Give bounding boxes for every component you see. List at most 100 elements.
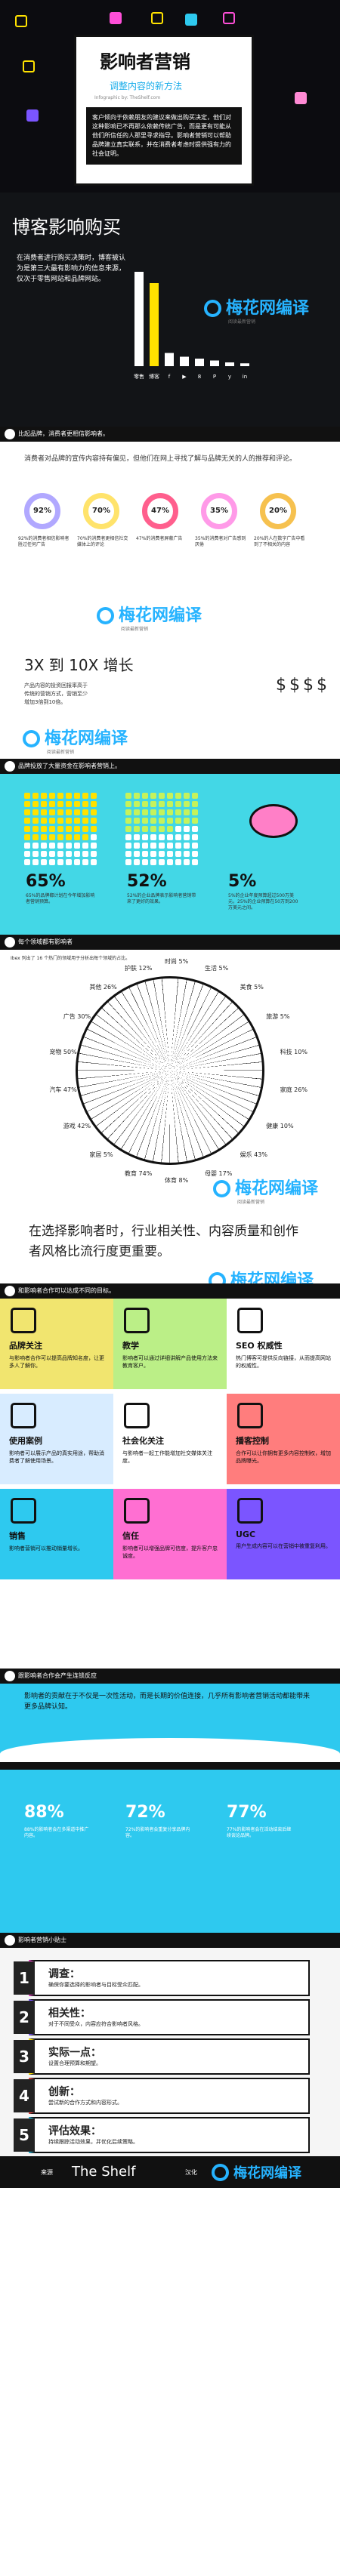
- grid-cell: [66, 851, 72, 857]
- bar-in: [240, 363, 249, 366]
- grid-cell: [150, 801, 156, 807]
- grid-cell: [125, 793, 131, 799]
- grid-cell: [74, 851, 80, 857]
- goal-text: 合作可以让你拥有更多内容控制权，增加品牌曝光。: [236, 1450, 331, 1464]
- bar-label: y: [228, 374, 231, 380]
- grid-cell: [159, 826, 165, 832]
- budget-percent: 65%: [26, 872, 66, 891]
- grid-cell: [125, 859, 131, 865]
- goal-icon: [124, 1403, 150, 1428]
- grid-cell: [24, 826, 30, 832]
- grid-cell: [57, 818, 63, 824]
- grid-cell: [159, 801, 165, 807]
- trust-text: 92%的消费者相信影响者胜过任何广告: [18, 536, 70, 547]
- grid-cell: [159, 834, 165, 840]
- grid-cell: [184, 809, 190, 815]
- grid-cell: [74, 859, 80, 865]
- goal-title: UGC: [236, 1530, 256, 1539]
- grid-cell: [142, 834, 148, 840]
- grid-cell: [167, 834, 173, 840]
- industry-category: 体育 8%: [165, 1177, 189, 1184]
- grid-cell: [32, 843, 39, 849]
- grid-cell: [167, 843, 173, 849]
- grid-cell: [142, 826, 148, 832]
- grid-cell: [24, 851, 30, 857]
- section-band: 每个领域都有影响者: [0, 935, 340, 950]
- grid-cell: [175, 793, 181, 799]
- grid-cell: [159, 809, 165, 815]
- industry-category: 宠物 50%: [49, 1048, 77, 1055]
- piggy-bank-icon: [249, 804, 298, 838]
- goal-title: 使用案例: [9, 1436, 42, 1446]
- bar-博客: [150, 283, 159, 366]
- grid-cell: [57, 851, 63, 857]
- bar-label: P: [213, 374, 216, 380]
- grid-cell: [91, 843, 97, 849]
- grid-cell: [184, 801, 190, 807]
- industry-category: 娱乐 43%: [240, 1151, 267, 1159]
- goal-tile: 使用案例 影响者可以展示产品的真实用途，帮助消费者了解使用场景。: [0, 1394, 113, 1484]
- grid-cell: [41, 843, 47, 849]
- grid-cell: [159, 818, 165, 824]
- tip-row: 3 实际一点： 设置合理预算和期望。: [14, 2038, 310, 2075]
- grid-cell: [82, 809, 88, 815]
- bar-▶: [180, 356, 189, 366]
- watermark: 梅花网编译阅读最新营销: [23, 725, 128, 755]
- industry-category: 汽车 47%: [49, 1086, 77, 1094]
- goal-tile: 播客控制 合作可以让你拥有更多内容控制权，增加品牌曝光。: [227, 1394, 340, 1484]
- grid-cell: [134, 826, 140, 832]
- grid-cell: [82, 851, 88, 857]
- grid-cell: [175, 843, 181, 849]
- value-text: 72%的影响者会重复分享品牌内容。: [125, 1827, 190, 1838]
- trust-text: 70%的消费者更相信社交媒体上的评论: [77, 536, 128, 547]
- grid-cell: [24, 801, 30, 807]
- industry-category: 时尚 5%: [165, 958, 189, 965]
- goal-text: 与影响者合作可以提高品牌知名度，让更多人了解你。: [9, 1355, 104, 1369]
- goal-icon: [11, 1308, 36, 1333]
- hero-intro: 客户倾向于依赖朋友的建议来做出购买决定，他们对这种影响已不再那么依赖传统广告，而…: [86, 107, 242, 165]
- goal-tile: 社会化关注 与影响者一起工作能增加社交媒体关注度。: [113, 1394, 227, 1484]
- bar-label: 零售: [134, 373, 144, 380]
- grid-cell: [91, 801, 97, 807]
- budget-grid-65: [24, 793, 97, 865]
- lightbulb-icon: [5, 1935, 15, 1946]
- goal-title: SEO 权威性: [236, 1341, 283, 1351]
- grid-cell: [41, 801, 47, 807]
- grid-cell: [91, 834, 97, 840]
- page-subtitle: 调整内容的新方法: [110, 81, 183, 91]
- blog-title: 博客影响购买: [12, 217, 121, 238]
- grid-cell: [125, 826, 131, 832]
- infographic-credit: Infographic by: TheShelf.com: [94, 95, 161, 100]
- goal-title: 信任: [122, 1531, 139, 1541]
- grid-cell: [41, 826, 47, 832]
- money-icon: $$$$: [276, 676, 330, 695]
- grid-cell: [175, 801, 181, 807]
- goal-text: 用户生成内容可以在营销中被重复利用。: [236, 1543, 331, 1549]
- growth-title: 3X 到 10X 增长: [24, 656, 134, 674]
- industry-category: 健康 10%: [266, 1122, 294, 1129]
- cloud-icon: [185, 14, 197, 26]
- grid-cell: [150, 793, 156, 799]
- grid-icon: [5, 937, 15, 948]
- grid-cell: [66, 793, 72, 799]
- goal-icon: [237, 1498, 263, 1524]
- goal-title: 社会化关注: [122, 1436, 164, 1446]
- growth-text: 产品内容的投资回报率高于传统的营销方式，营销至少增加3倍到10倍。: [24, 683, 88, 705]
- grid-cell: [82, 818, 88, 824]
- trust-percent: 47%: [142, 493, 178, 529]
- goal-title: 教学: [122, 1341, 139, 1351]
- bar-label: in: [243, 374, 247, 380]
- value-percent: 77%: [227, 1803, 267, 1822]
- bar-label: 博客: [149, 373, 159, 380]
- grid-cell: [125, 818, 131, 824]
- goal-tile: 教学 影响者可以通过详细讲解产品使用方法来教育客户。: [113, 1299, 227, 1389]
- watermark: 梅花网编译阅读最新营销: [97, 602, 202, 632]
- tip-text: 确保你要选择的影响者与目标受众匹配。: [48, 1982, 144, 1988]
- tip-text: 设置合理预算和期望。: [48, 2060, 101, 2066]
- goal-icon: [11, 1403, 36, 1428]
- grid-cell: [32, 834, 39, 840]
- industry-lead: Ibex 列出了 16 个热门的领域用于分析出每个领域的占比。: [11, 956, 131, 961]
- camera-icon: [26, 109, 39, 122]
